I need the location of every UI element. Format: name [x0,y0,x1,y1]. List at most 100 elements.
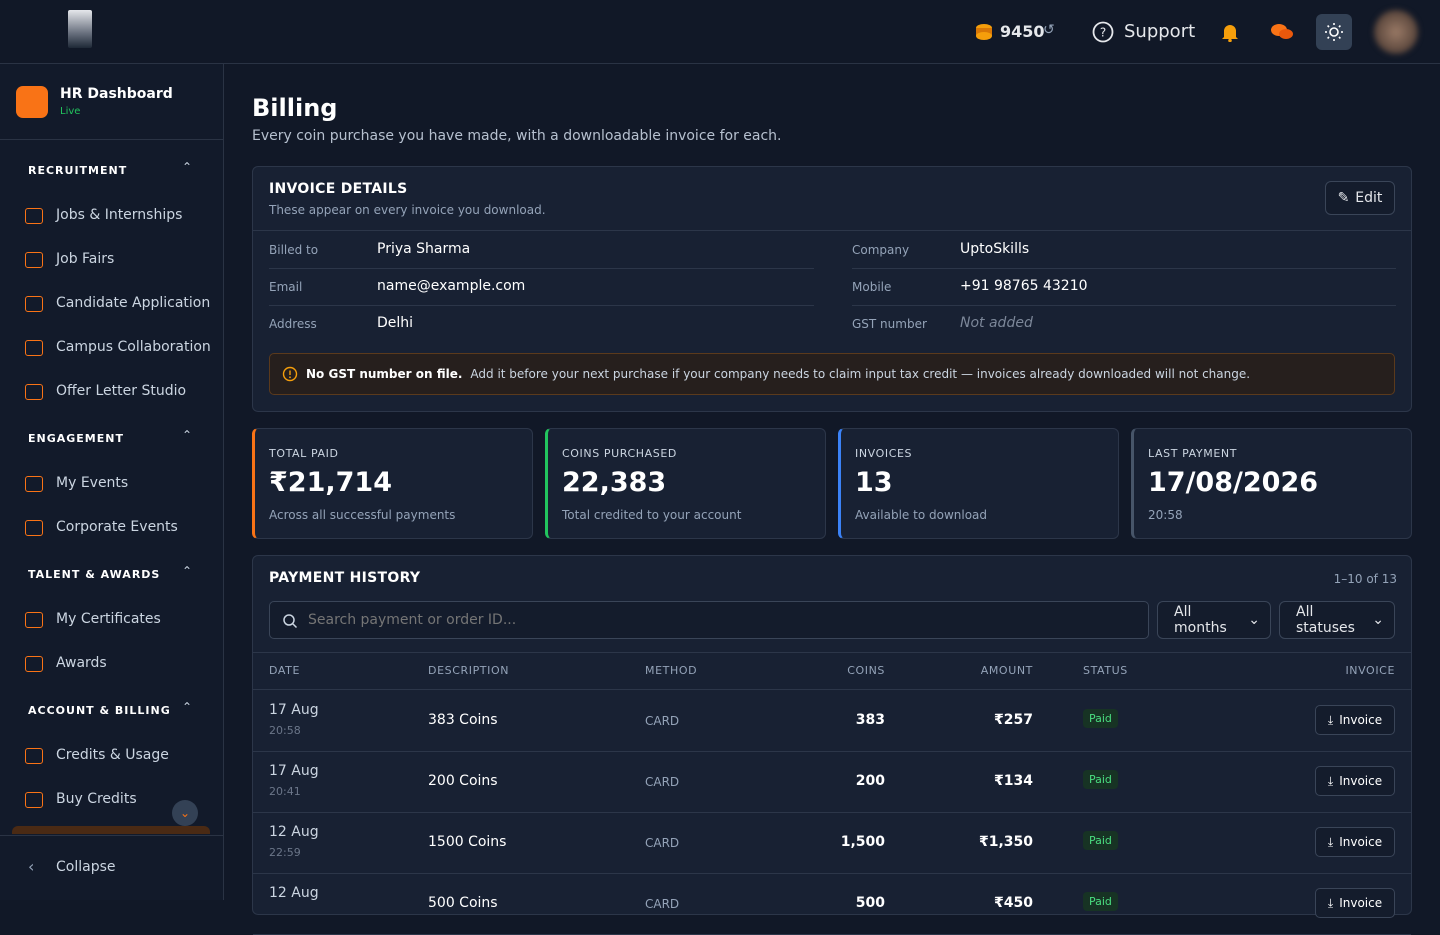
logo[interactable] [68,10,92,48]
stat-note: Available to download [855,508,988,522]
active-item-edge [12,826,210,834]
stat-label: LAST PAYMENT [1148,447,1238,460]
chevron: ⌄ [1248,612,1260,628]
edit-label: Edit [1355,190,1383,206]
invoice-button[interactable]: ⤓ Invoice [1315,827,1395,857]
nav-item[interactable]: Buy Credits [56,791,137,807]
section-toggle[interactable]: ⌃ [182,160,193,174]
status-filter-label: All statuses [1296,604,1355,636]
section-title: RECRUITMENT [28,164,128,177]
divider [269,268,814,269]
chevron: ⌄ [1372,612,1384,628]
divider [253,652,1411,653]
download-icon: ⤓ [1327,834,1334,849]
row-amount: ₹134 [994,773,1033,789]
row-coins: 200 [855,773,885,789]
row-date: 12 Aug [269,885,319,901]
theme-toggle[interactable] [1316,14,1352,50]
row-method: CARD [645,714,680,728]
divider [852,305,1396,306]
field-value: Delhi [377,315,414,331]
field-value: UptoSkills [960,241,1030,257]
nav-item[interactable]: Awards [56,655,107,671]
support-icon: ? [1092,21,1114,43]
nav-item[interactable]: Campus Collaboration [56,339,211,355]
row-amount: ₹450 [994,895,1033,911]
scroll-down[interactable]: ⌄ [172,800,198,826]
divider [0,835,223,836]
brand-status: Live [60,106,81,117]
nav-icon [25,384,43,400]
divider [852,268,1396,269]
row-status: Paid [1083,831,1118,850]
messages[interactable] [1270,22,1294,42]
invoice-button[interactable]: ⤓ Invoice [1315,705,1395,735]
notifications[interactable] [1220,22,1240,42]
month-filter[interactable]: All months ⌄ [1157,601,1271,639]
stat-label: COINS PURCHASED [562,447,677,460]
nav-icon [25,612,43,628]
column-header: METHOD [645,664,698,677]
invoice-button[interactable]: ⤓ Invoice [1315,888,1395,918]
row-date: 17 Aug [269,702,319,718]
top-bar: 9450 ↺ ? Support [0,0,1440,64]
divider [253,812,1411,813]
search-icon [283,614,298,629]
nav-item[interactable]: Offer Letter Studio [56,383,187,399]
svg-text:?: ? [1100,26,1106,40]
row-amount: ₹1,350 [978,834,1033,850]
column-header: AMOUNT [980,664,1033,677]
nav-item[interactable]: Job Fairs [56,251,115,267]
nav-item[interactable]: Corporate Events [56,519,178,535]
row-status: Paid [1083,770,1118,789]
invoice-button[interactable]: ⤓ Invoice [1315,766,1395,796]
support-link[interactable]: Support [1124,21,1196,42]
row-coins: 500 [855,895,885,911]
section-toggle[interactable]: ⌃ [182,700,193,714]
field-value: +91 98765 43210 [960,278,1088,294]
refresh-icon[interactable]: ↺ [1043,22,1055,38]
nav-item[interactable]: Candidate Application [56,295,211,311]
row-method: CARD [645,897,680,911]
page-title: Billing [252,94,338,122]
nav-icon [25,476,43,492]
field-label: Billed to [269,243,319,257]
nav-icon [25,340,43,356]
nav-icon [25,296,43,312]
stat-note: 20:58 [1148,508,1183,522]
row-status: Paid [1083,709,1118,728]
section-toggle[interactable]: ⌃ [182,428,193,442]
status-filter[interactable]: All statuses ⌄ [1279,601,1395,639]
invoice-card: INVOICE DETAILS These appear on every in… [252,166,1412,412]
row-date: 17 Aug [269,763,319,779]
nav-item[interactable]: My Events [56,475,129,491]
invoice-button-label: Invoice [1339,774,1383,788]
row-description: 500 Coins [428,895,498,911]
coin-balance: 9450 [1000,22,1045,41]
nav-icon [25,656,43,672]
section-toggle[interactable]: ⌃ [182,564,193,578]
nav-item[interactable]: Credits & Usage [56,747,169,763]
section-title: TALENT & AWARDS [28,568,161,581]
search-input[interactable] [306,602,1136,638]
collapse-icon: ‹ [28,857,35,876]
nav-item[interactable]: Jobs & Internships [56,207,183,223]
row-status: Paid [1083,892,1118,911]
nav-icon [25,748,43,764]
avatar[interactable] [1374,10,1418,54]
download-icon: ⤓ [1327,712,1334,727]
row-method: CARD [645,836,680,850]
warning-text: Add it before your next purchase if your… [470,367,1251,381]
invoice-button-label: Invoice [1339,896,1383,910]
download-icon: ⤓ [1327,773,1334,788]
row-time: 20:41 [269,785,301,798]
divider [0,139,223,140]
search-box [269,601,1149,639]
row-description: 383 Coins [428,712,498,728]
collapse-button[interactable]: Collapse [56,859,116,875]
edit-button[interactable]: ✎ Edit [1325,181,1395,215]
download-icon: ⤓ [1327,895,1334,910]
divider [253,689,1411,690]
nav-item[interactable]: My Certificates [56,611,161,627]
column-header: STATUS [1083,664,1128,677]
